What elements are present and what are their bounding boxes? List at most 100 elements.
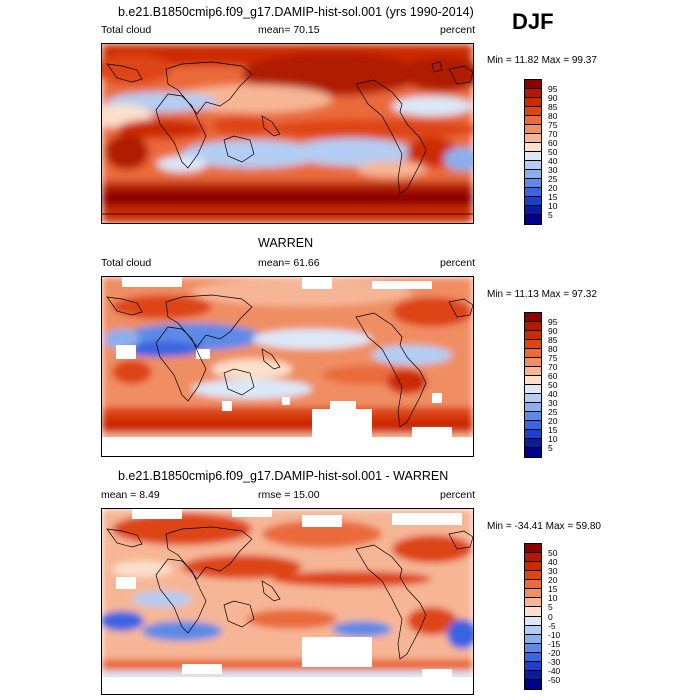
colorbar-tick-label: 75 <box>548 120 558 130</box>
panel-3-title: b.e21.B1850cmip6.f09_g17.DAMIP-hist-sol.… <box>118 469 449 483</box>
colorbar-tick-label: 25 <box>548 407 558 417</box>
colorbar-tick-label: 15 <box>548 192 558 202</box>
colorbar-box <box>525 89 541 98</box>
colorbar-box <box>525 367 541 376</box>
colorbar-tick-label: -30 <box>548 656 561 667</box>
colorbar-box <box>525 161 541 170</box>
colorbar-box <box>525 188 541 197</box>
panel-2-map <box>101 276 474 457</box>
colorbar-tick-label: 90 <box>548 93 558 103</box>
colorbar-tick-label: 70 <box>548 362 558 372</box>
colorbar-box <box>525 331 541 340</box>
colorbar-tick-label: 25 <box>548 174 558 184</box>
colorbar-tick-label: -10 <box>548 629 561 640</box>
colorbar-tick-label: 10 <box>548 434 558 444</box>
colorbar-box <box>525 215 541 224</box>
colorbar-tick-label: 60 <box>548 371 558 381</box>
colorbar-box <box>525 152 541 161</box>
panel-1-map-svg <box>102 44 473 223</box>
panel-2-minmax: Min = 11.13 Max = 97.32 <box>487 289 597 300</box>
colorbar-tick-label: -5 <box>548 620 556 631</box>
colorbar-tick-label: -15 <box>548 638 561 649</box>
colorbar-box <box>525 385 541 394</box>
colorbar-box <box>525 412 541 421</box>
colorbar-box <box>525 143 541 152</box>
colorbar-box <box>525 544 541 554</box>
colorbar-tick-label: 5 <box>548 602 553 613</box>
colorbar-tick-label: -50 <box>548 674 561 685</box>
colorbar-tick-label: 20 <box>548 183 558 193</box>
colorbar-tick-label: 15 <box>548 425 558 435</box>
panel-1-colorbar <box>524 79 542 225</box>
colorbar-box <box>525 197 541 206</box>
colorbar-box <box>525 349 541 358</box>
colorbar-tick-label: 40 <box>548 389 558 399</box>
panel-3-map-svg <box>102 509 473 694</box>
colorbar-box <box>525 313 541 322</box>
colorbar-tick-label: 80 <box>548 344 558 354</box>
panel-3-mean-label: mean = 8.49 <box>101 489 160 501</box>
colorbar-tick-label: 90 <box>548 326 558 336</box>
colorbar-box <box>525 394 541 403</box>
colorbar-box <box>525 589 541 599</box>
colorbar-box <box>525 634 541 644</box>
colorbar-tick-label: 95 <box>548 317 558 327</box>
colorbar-box <box>525 625 541 635</box>
colorbar-box <box>525 134 541 143</box>
colorbar-tick-label: 50 <box>548 548 558 559</box>
panel-1-title: b.e21.B1850cmip6.f09_g17.DAMIP-hist-sol.… <box>118 5 474 19</box>
colorbar-tick-label: 30 <box>548 566 558 577</box>
colorbar-box <box>525 403 541 412</box>
colorbar-tick-label: 5 <box>548 443 553 453</box>
colorbar-tick-label: 75 <box>548 353 558 363</box>
colorbar-tick-label: -40 <box>548 665 561 676</box>
panel-2-map-svg <box>102 277 473 456</box>
panel-3-units-label: percent <box>440 489 476 501</box>
colorbar-tick-label: 0 <box>548 611 553 622</box>
panel-1-left-label: Total cloud <box>101 24 152 36</box>
colorbar-box <box>525 170 541 179</box>
panel-3-colorbar <box>524 543 542 690</box>
panel-2-units-label: percent <box>440 257 476 269</box>
colorbar-tick-label: 30 <box>548 165 558 175</box>
colorbar-tick-label: 40 <box>548 156 558 166</box>
colorbar-tick-label: 30 <box>548 398 558 408</box>
colorbar-tick-label: 10 <box>548 201 558 211</box>
panel-3-minmax: Min = -34.41 Max = 59.80 <box>487 521 601 532</box>
colorbar-box <box>525 421 541 430</box>
colorbar-box <box>525 562 541 572</box>
colorbar-tick-label: 95 <box>548 84 558 94</box>
colorbar-tick-label: 50 <box>548 147 558 157</box>
colorbar-tick-label: 40 <box>548 557 558 568</box>
colorbar-box <box>525 340 541 349</box>
colorbar-box <box>525 598 541 608</box>
colorbar-tick-label: 70 <box>548 129 558 139</box>
colorbar-box <box>525 116 541 125</box>
colorbar-box <box>525 448 541 457</box>
panel-2-title: WARREN <box>258 236 314 250</box>
panel-3-map <box>101 508 474 695</box>
colorbar-box <box>525 571 541 581</box>
colorbar-tick-label: 80 <box>548 111 558 121</box>
colorbar-box <box>525 553 541 563</box>
colorbar-tick-label: 85 <box>548 102 558 112</box>
colorbar-box <box>525 179 541 188</box>
colorbar-tick-label: 10 <box>548 593 558 604</box>
panel-2-left-label: Total cloud <box>101 257 152 269</box>
colorbar-box <box>525 98 541 107</box>
colorbar-box <box>525 670 541 680</box>
colorbar-box <box>525 430 541 439</box>
colorbar-tick-label: -20 <box>548 647 561 658</box>
season-label: DJF <box>512 9 554 34</box>
colorbar-box <box>525 607 541 617</box>
colorbar-tick-label: 15 <box>548 584 558 595</box>
colorbar-box <box>525 80 541 89</box>
panel-1-map <box>101 43 474 224</box>
colorbar-box <box>525 376 541 385</box>
panel-2-mean-label: mean= 61.66 <box>258 257 320 269</box>
colorbar-box <box>525 652 541 662</box>
colorbar-box <box>525 616 541 626</box>
colorbar-tick-label: 50 <box>548 380 558 390</box>
colorbar-box <box>525 107 541 116</box>
colorbar-box <box>525 206 541 215</box>
